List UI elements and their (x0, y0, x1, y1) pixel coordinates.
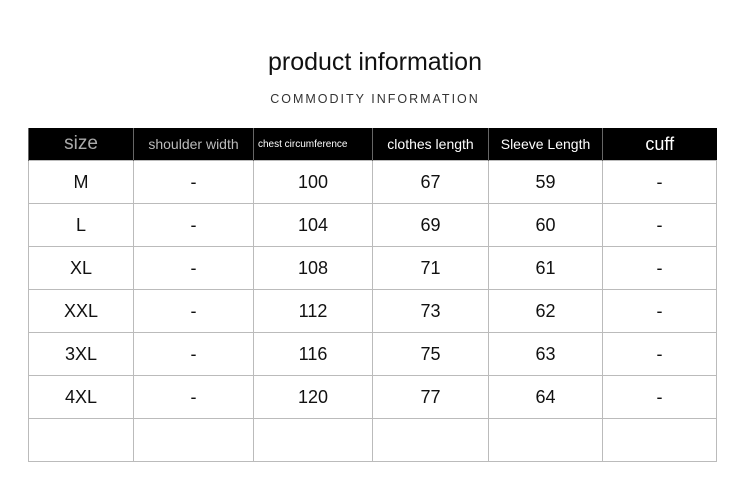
table-cell: - (133, 160, 254, 204)
table-cell: 62 (488, 289, 603, 333)
size-table: size shoulder width chest circumference … (28, 128, 717, 462)
table-cell: - (602, 246, 717, 290)
table-cell: 64 (488, 375, 603, 419)
table-cell: 60 (488, 203, 603, 247)
table-row: L -104 69 60- (28, 203, 717, 247)
table-cell: M (28, 160, 134, 204)
table-cell (253, 418, 373, 462)
table-cell (488, 418, 603, 462)
page-title: product information (267, 48, 482, 76)
table-cell (133, 418, 254, 462)
table-cell: - (602, 375, 717, 419)
table-cell: - (133, 289, 254, 333)
table-cell: - (133, 203, 254, 247)
table-cell: 71 (372, 246, 489, 290)
header-sleeve-length: Sleeve Length (488, 128, 603, 161)
header-shoulder-width: shoulder width (133, 128, 254, 161)
table-cell: 116 (253, 332, 373, 376)
table-cell: - (602, 332, 717, 376)
table-cell: 61 (488, 246, 603, 290)
header-clothes-length: clothes length (372, 128, 489, 161)
table-cell: - (602, 203, 717, 247)
header-chest: chest circumference (253, 128, 373, 161)
table-cell: - (133, 332, 254, 376)
table-cell: - (133, 246, 254, 290)
table-cell (28, 418, 134, 462)
table-cell: 4XL (28, 375, 134, 419)
table-cell: 77 (372, 375, 489, 419)
table-row: 3XL -116 75 63- (28, 332, 717, 376)
table-cell (602, 418, 717, 462)
table-cell: 108 (253, 246, 373, 290)
table-cell: 59 (488, 160, 603, 204)
page-subtitle: COMMODITY INFORMATION (270, 92, 480, 106)
table-cell: 73 (372, 289, 489, 333)
table-cell: XL (28, 246, 134, 290)
table-row: XL -108 71 61- (28, 246, 717, 290)
table-cell: 67 (372, 160, 489, 204)
table-row: 4XL -120 77 64- (28, 375, 717, 419)
table-row: XXL -112 73 62- (28, 289, 717, 333)
table-cell: 120 (253, 375, 373, 419)
table-cell: 63 (488, 332, 603, 376)
table-cell: L (28, 203, 134, 247)
table-cell: 69 (372, 203, 489, 247)
header-size: size (28, 128, 134, 161)
table-row: M -100 67 59- (28, 160, 717, 204)
header-cuff: cuff (602, 128, 717, 161)
table-cell: 75 (372, 332, 489, 376)
table-cell: - (602, 289, 717, 333)
table-cell: XXL (28, 289, 134, 333)
table-cell: - (133, 375, 254, 419)
table-cell: 112 (253, 289, 373, 333)
table-cell: - (602, 160, 717, 204)
table-row (28, 418, 717, 462)
table-cell: 3XL (28, 332, 134, 376)
table-cell (372, 418, 489, 462)
table-cell: 100 (253, 160, 373, 204)
table-cell: 104 (253, 203, 373, 247)
